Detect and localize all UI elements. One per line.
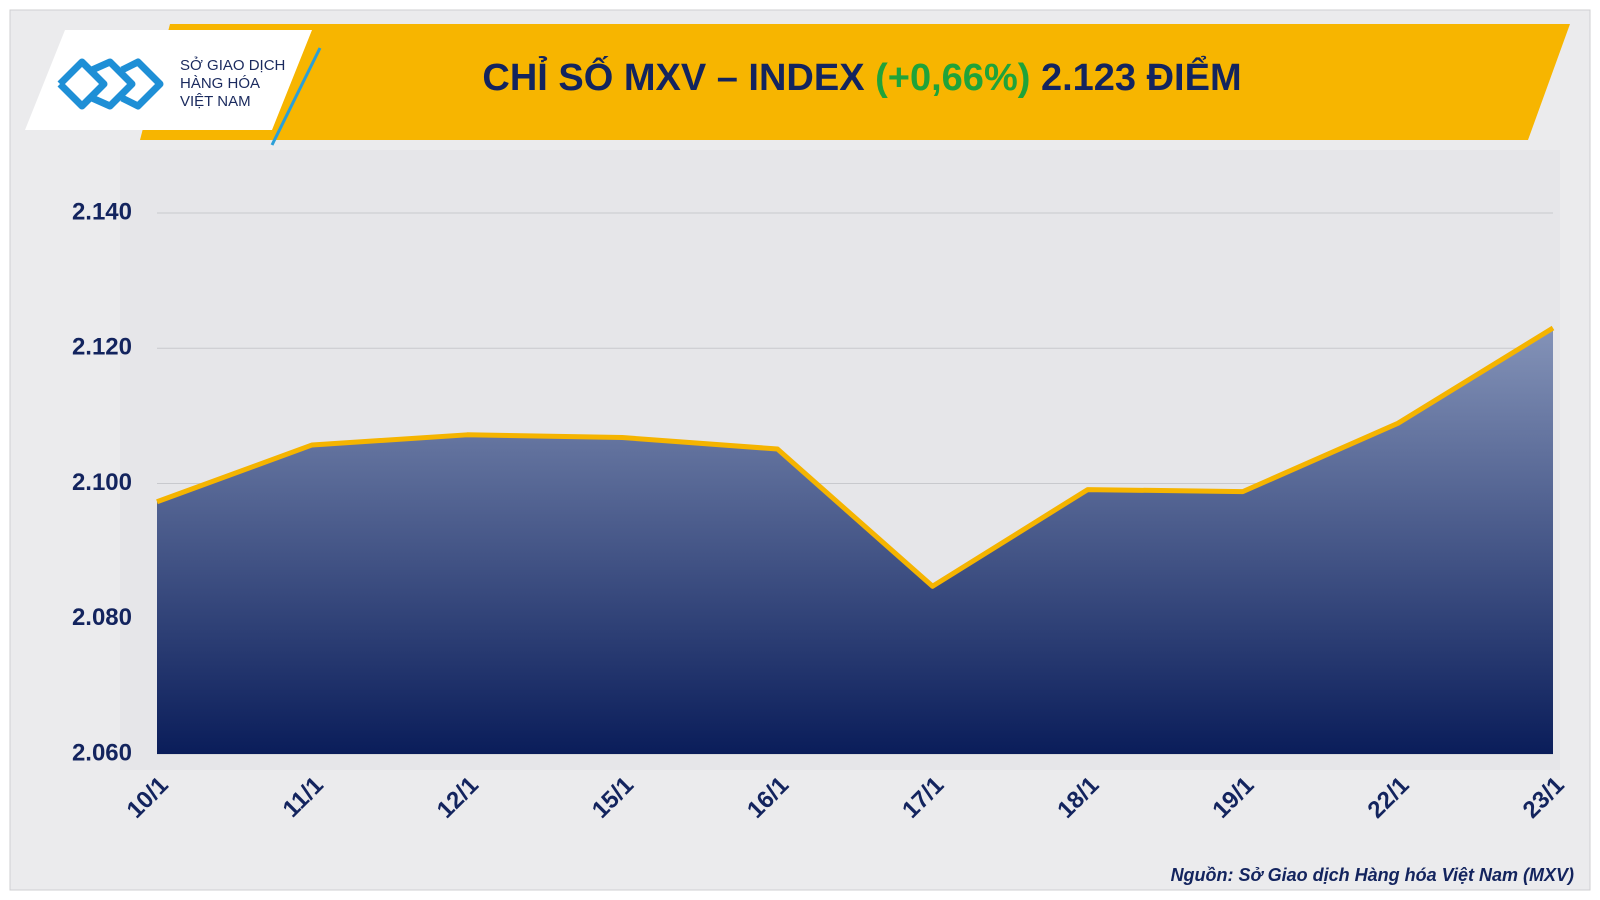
logo-icon xyxy=(57,58,164,110)
y-tick-label: 2.120 xyxy=(72,334,132,361)
chart-title: CHỈ SỐ MXV – INDEX (+0,66%) 2.123 ĐIỂM xyxy=(482,54,1241,99)
area xyxy=(157,327,1553,754)
y-tick-label: 2.080 xyxy=(72,604,132,631)
y-tick-label: 2.100 xyxy=(72,469,132,496)
source-note: Nguồn: Sở Giao dịch Hàng hóa Việt Nam (M… xyxy=(1171,865,1574,885)
title-main: CHỈ SỐ MXV – INDEX xyxy=(482,54,865,99)
logo-text: SỞ GIAO DỊCH xyxy=(180,56,285,74)
logo-panel xyxy=(25,30,312,130)
title-change: (+0,66%) xyxy=(875,57,1030,99)
logo-text: VIỆT NAM xyxy=(180,93,251,110)
header-band xyxy=(140,24,1570,140)
logo-text: HÀNG HÓA xyxy=(180,75,260,92)
logo-accent xyxy=(270,47,322,146)
y-tick-label: 2.140 xyxy=(72,198,132,225)
title-value: 2.123 ĐIỂM xyxy=(1041,54,1242,99)
y-tick-label: 2.060 xyxy=(72,739,132,766)
line xyxy=(156,325,1555,589)
